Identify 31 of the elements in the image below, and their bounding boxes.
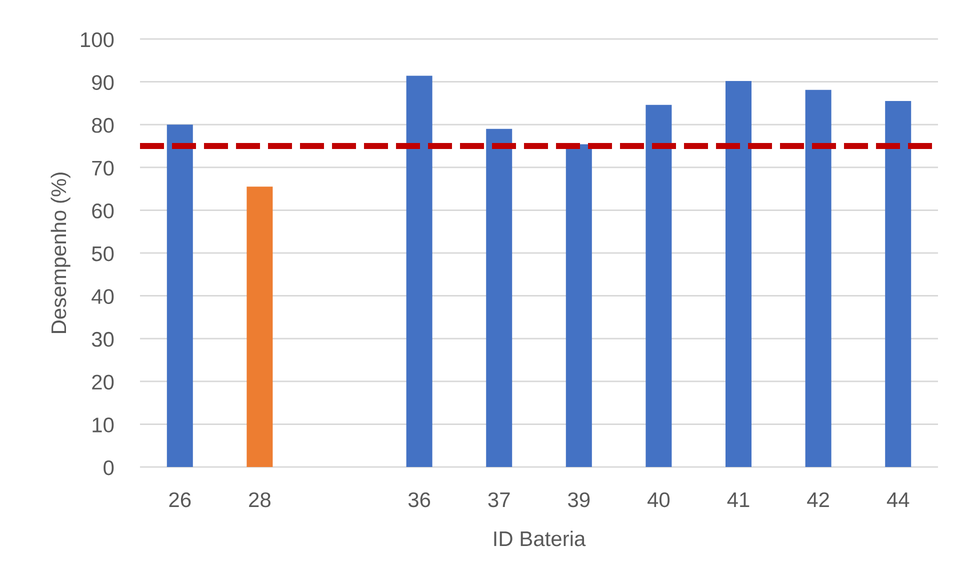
- x-tick-label: 26: [169, 492, 191, 508]
- bar: [566, 144, 592, 467]
- bar: [726, 80, 752, 467]
- bar: [166, 124, 193, 467]
- y-tick-label: 70: [92, 160, 114, 176]
- bar: [246, 186, 273, 467]
- x-tick-label: 44: [886, 492, 910, 507]
- y-tick-label: 60: [92, 204, 114, 218]
- bar: [805, 90, 832, 467]
- y-tick-label: 20: [92, 374, 114, 390]
- x-tick-label: 40: [648, 492, 670, 508]
- x-tick-label: 36: [408, 492, 430, 508]
- y-axis-title: Desempenho (%): [50, 172, 70, 333]
- bar: [885, 101, 912, 467]
- bar: [486, 128, 512, 467]
- y-tick-label: 10: [92, 418, 114, 432]
- x-tick-label: 41: [727, 492, 750, 507]
- x-tick-label: 39: [568, 492, 590, 508]
- x-tick-label: 37: [488, 492, 510, 508]
- bar: [406, 76, 432, 467]
- y-tick-label: 40: [92, 289, 114, 304]
- y-tick-label: 100: [81, 32, 114, 48]
- x-tick-label: 28: [249, 492, 270, 508]
- bar: [646, 104, 672, 467]
- x-axis-title: ID Bateria: [494, 530, 586, 546]
- y-tick-label: 30: [92, 332, 114, 347]
- y-tick-label: 0: [104, 460, 114, 476]
- y-tick-label: 90: [92, 75, 114, 90]
- x-tick-label: 42: [807, 492, 829, 507]
- y-tick-label: 50: [92, 246, 114, 262]
- y-tick-label: 80: [92, 118, 114, 133]
